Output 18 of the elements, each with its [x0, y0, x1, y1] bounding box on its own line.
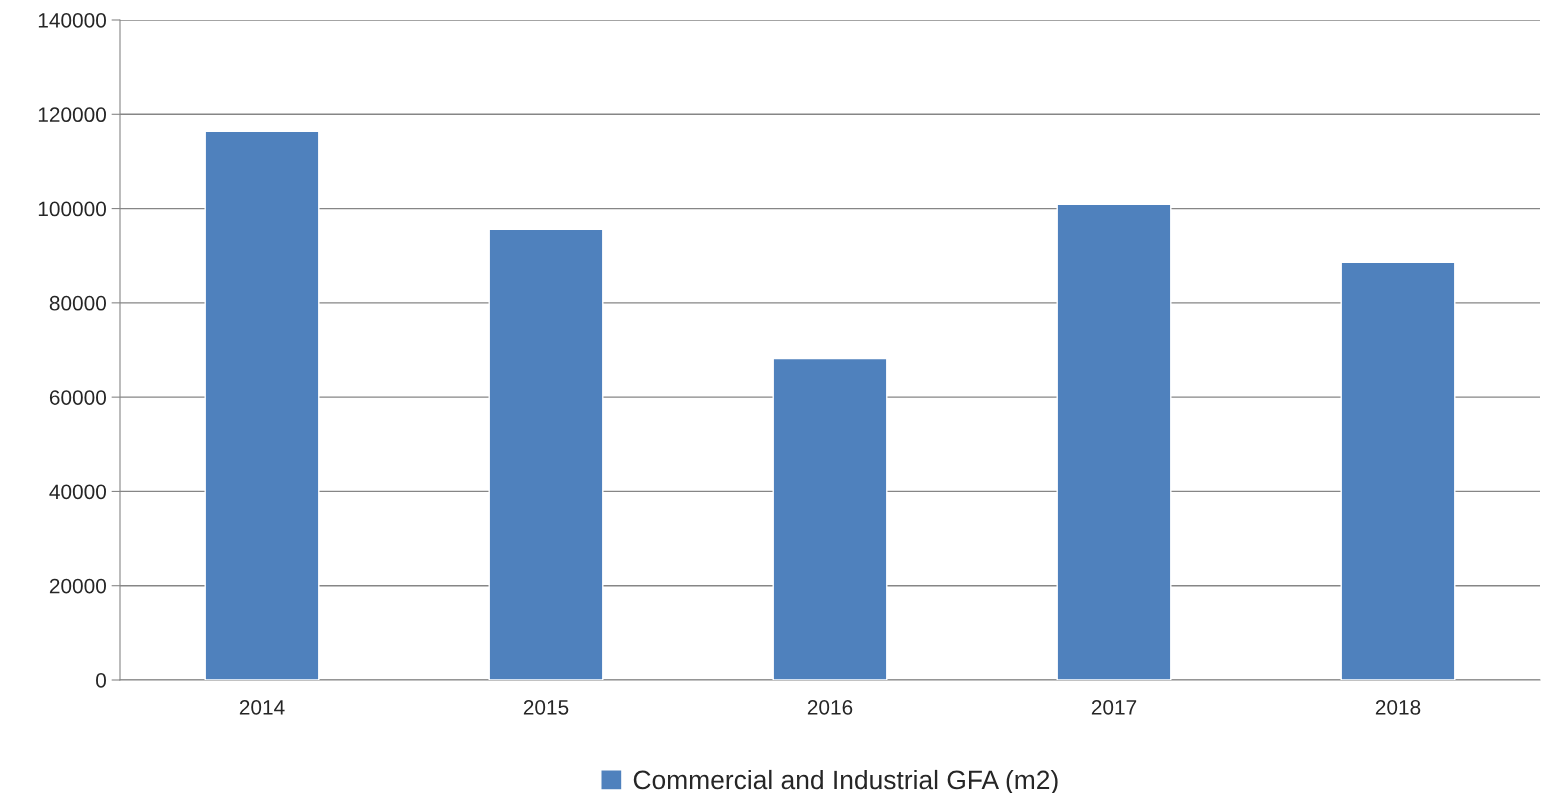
x-tick-label: 2016: [807, 699, 853, 715]
x-tick-label: 2018: [1375, 699, 1421, 715]
x-tick-label: 2014: [239, 699, 285, 715]
bar: [488, 228, 604, 680]
y-tick-label: 40000: [49, 484, 106, 500]
x-tick-label: 2015: [523, 699, 569, 715]
bar: [772, 357, 888, 680]
y-tick-label: 100000: [38, 201, 106, 217]
y-tick-label: 140000: [38, 13, 106, 28]
x-tick-label: 2017: [1091, 699, 1137, 715]
y-tick-label: 60000: [49, 390, 106, 405]
y-tick-label: 80000: [49, 295, 106, 311]
bar: [1056, 203, 1172, 680]
bar: [204, 130, 320, 680]
y-tick-label: 120000: [38, 107, 106, 123]
y-tick-label: 0: [96, 673, 106, 688]
y-tick-label: 20000: [49, 578, 106, 594]
bar: [1340, 261, 1456, 680]
